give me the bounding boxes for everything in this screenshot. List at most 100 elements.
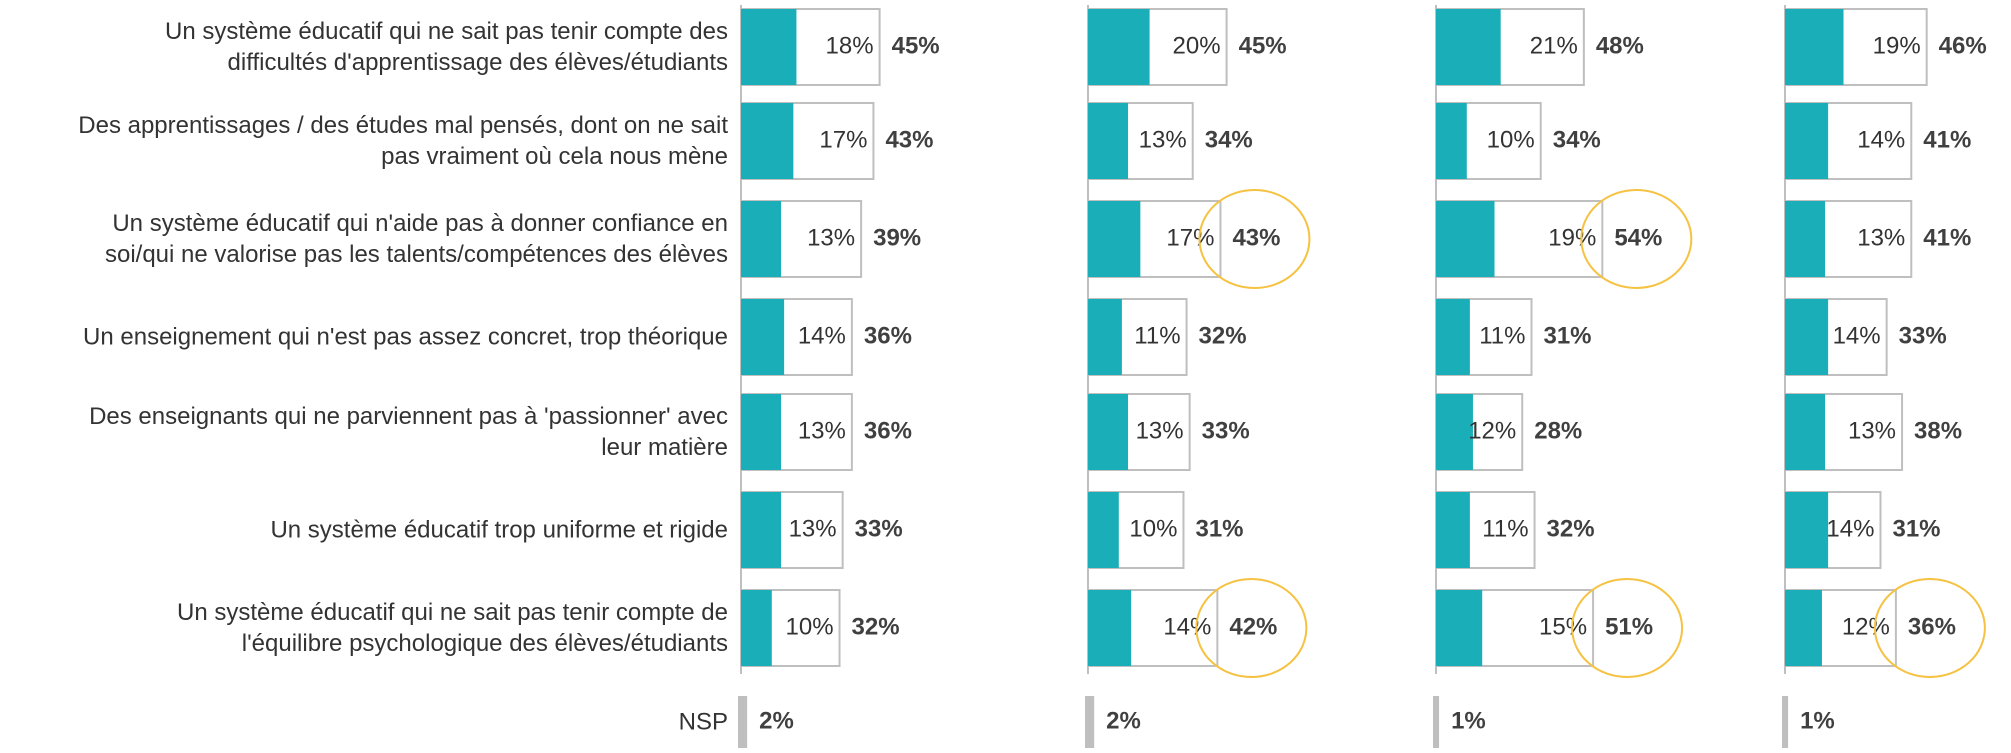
total-label: 42% — [1229, 613, 1277, 640]
category-label: Des apprentissages / des études mal pens… — [78, 112, 728, 170]
first-label: 15% — [1539, 613, 1587, 640]
first-bar — [1785, 9, 1844, 85]
total-label: 34% — [1205, 126, 1253, 153]
category-label: Un système éducatif qui n'aide pas à don… — [104, 210, 728, 268]
total-label: 34% — [1553, 126, 1601, 153]
first-label: 10% — [786, 613, 834, 640]
total-label: 31% — [1543, 322, 1591, 349]
first-bar — [1436, 9, 1501, 85]
category-label: Un système éducatif qui ne sait pas teni… — [165, 18, 728, 76]
total-label: 32% — [1199, 322, 1247, 349]
first-bar — [741, 103, 794, 179]
total-label: 28% — [1534, 417, 1582, 444]
first-bar — [1436, 492, 1470, 568]
total-label: 43% — [1232, 224, 1280, 251]
nsp-label: 2% — [759, 707, 794, 734]
first-label: 13% — [1848, 417, 1896, 444]
total-label: 32% — [852, 613, 900, 640]
total-label: 54% — [1614, 224, 1662, 251]
first-label: 17% — [819, 126, 867, 153]
nsp-bar — [738, 696, 748, 748]
total-label: 36% — [864, 322, 912, 349]
total-label: 41% — [1923, 126, 1971, 153]
first-bar — [1088, 590, 1132, 666]
first-bar — [1088, 394, 1129, 470]
total-label: 36% — [864, 417, 912, 444]
first-label: 10% — [1487, 126, 1535, 153]
first-bar — [741, 492, 782, 568]
first-bar — [1785, 394, 1826, 470]
total-label: 31% — [1195, 515, 1243, 542]
first-bar — [1088, 9, 1150, 85]
first-bar — [1436, 590, 1483, 666]
total-label: 39% — [873, 224, 921, 251]
highlight-circle — [1198, 189, 1311, 289]
first-label: 12% — [1468, 417, 1516, 444]
first-bar — [741, 394, 782, 470]
total-label: 38% — [1914, 417, 1962, 444]
first-label: 13% — [1857, 224, 1905, 251]
highlight-circle — [1571, 578, 1684, 678]
first-label: 11% — [1479, 322, 1525, 349]
first-bar — [741, 590, 772, 666]
first-label: 13% — [798, 417, 846, 444]
first-bar — [1785, 103, 1829, 179]
first-bar — [741, 299, 785, 375]
nsp-label: 1% — [1800, 707, 1835, 734]
first-label: 14% — [1826, 515, 1874, 542]
total-label: 33% — [855, 515, 903, 542]
first-label: 13% — [1136, 417, 1184, 444]
category-label: NSP — [678, 708, 728, 736]
nsp-bar — [1433, 696, 1440, 748]
total-label: 51% — [1605, 613, 1653, 640]
first-label: 14% — [798, 322, 846, 349]
highlight-circle — [1580, 189, 1693, 289]
nsp-bar — [1085, 696, 1095, 748]
total-label: 41% — [1923, 224, 1971, 251]
first-bar — [1436, 201, 1495, 277]
first-label: 13% — [1139, 126, 1187, 153]
first-label: 13% — [807, 224, 855, 251]
highlight-circle — [1195, 578, 1308, 678]
first-bar — [1088, 492, 1119, 568]
total-label: 31% — [1892, 515, 1940, 542]
first-bar — [741, 201, 782, 277]
first-label: 10% — [1129, 515, 1177, 542]
first-label: 18% — [826, 32, 874, 59]
first-bar — [1785, 492, 1829, 568]
first-label: 20% — [1173, 32, 1221, 59]
first-label: 13% — [789, 515, 837, 542]
first-bar — [1088, 299, 1122, 375]
first-bar — [1785, 590, 1822, 666]
highlight-circle — [1873, 578, 1986, 678]
total-label: 32% — [1547, 515, 1595, 542]
category-label: Des enseignants qui ne parviennent pas à… — [89, 403, 728, 461]
first-label: 17% — [1166, 224, 1214, 251]
first-label: 19% — [1548, 224, 1596, 251]
first-label: 14% — [1833, 322, 1881, 349]
total-label: 48% — [1596, 32, 1644, 59]
first-bar — [1436, 299, 1470, 375]
first-bar — [1088, 201, 1141, 277]
nsp-label: 2% — [1106, 707, 1141, 734]
first-label: 11% — [1482, 515, 1528, 542]
first-bar — [1785, 201, 1826, 277]
category-label: Un système éducatif qui ne sait pas teni… — [177, 599, 728, 657]
total-label: 33% — [1202, 417, 1250, 444]
total-label: 45% — [892, 32, 940, 59]
first-label: 21% — [1530, 32, 1578, 59]
category-label: Un enseignement qui n'est pas assez conc… — [83, 323, 728, 351]
first-label: 11% — [1134, 322, 1180, 349]
nsp-label: 1% — [1451, 707, 1486, 734]
first-bar — [1436, 103, 1467, 179]
first-bar — [741, 9, 797, 85]
total-label: 36% — [1908, 613, 1956, 640]
total-label: 45% — [1239, 32, 1287, 59]
first-label: 19% — [1873, 32, 1921, 59]
category-label: Un système éducatif trop uniforme et rig… — [270, 516, 728, 544]
first-bar — [1436, 394, 1473, 470]
first-label: 14% — [1163, 613, 1211, 640]
nsp-bar — [1782, 696, 1789, 748]
